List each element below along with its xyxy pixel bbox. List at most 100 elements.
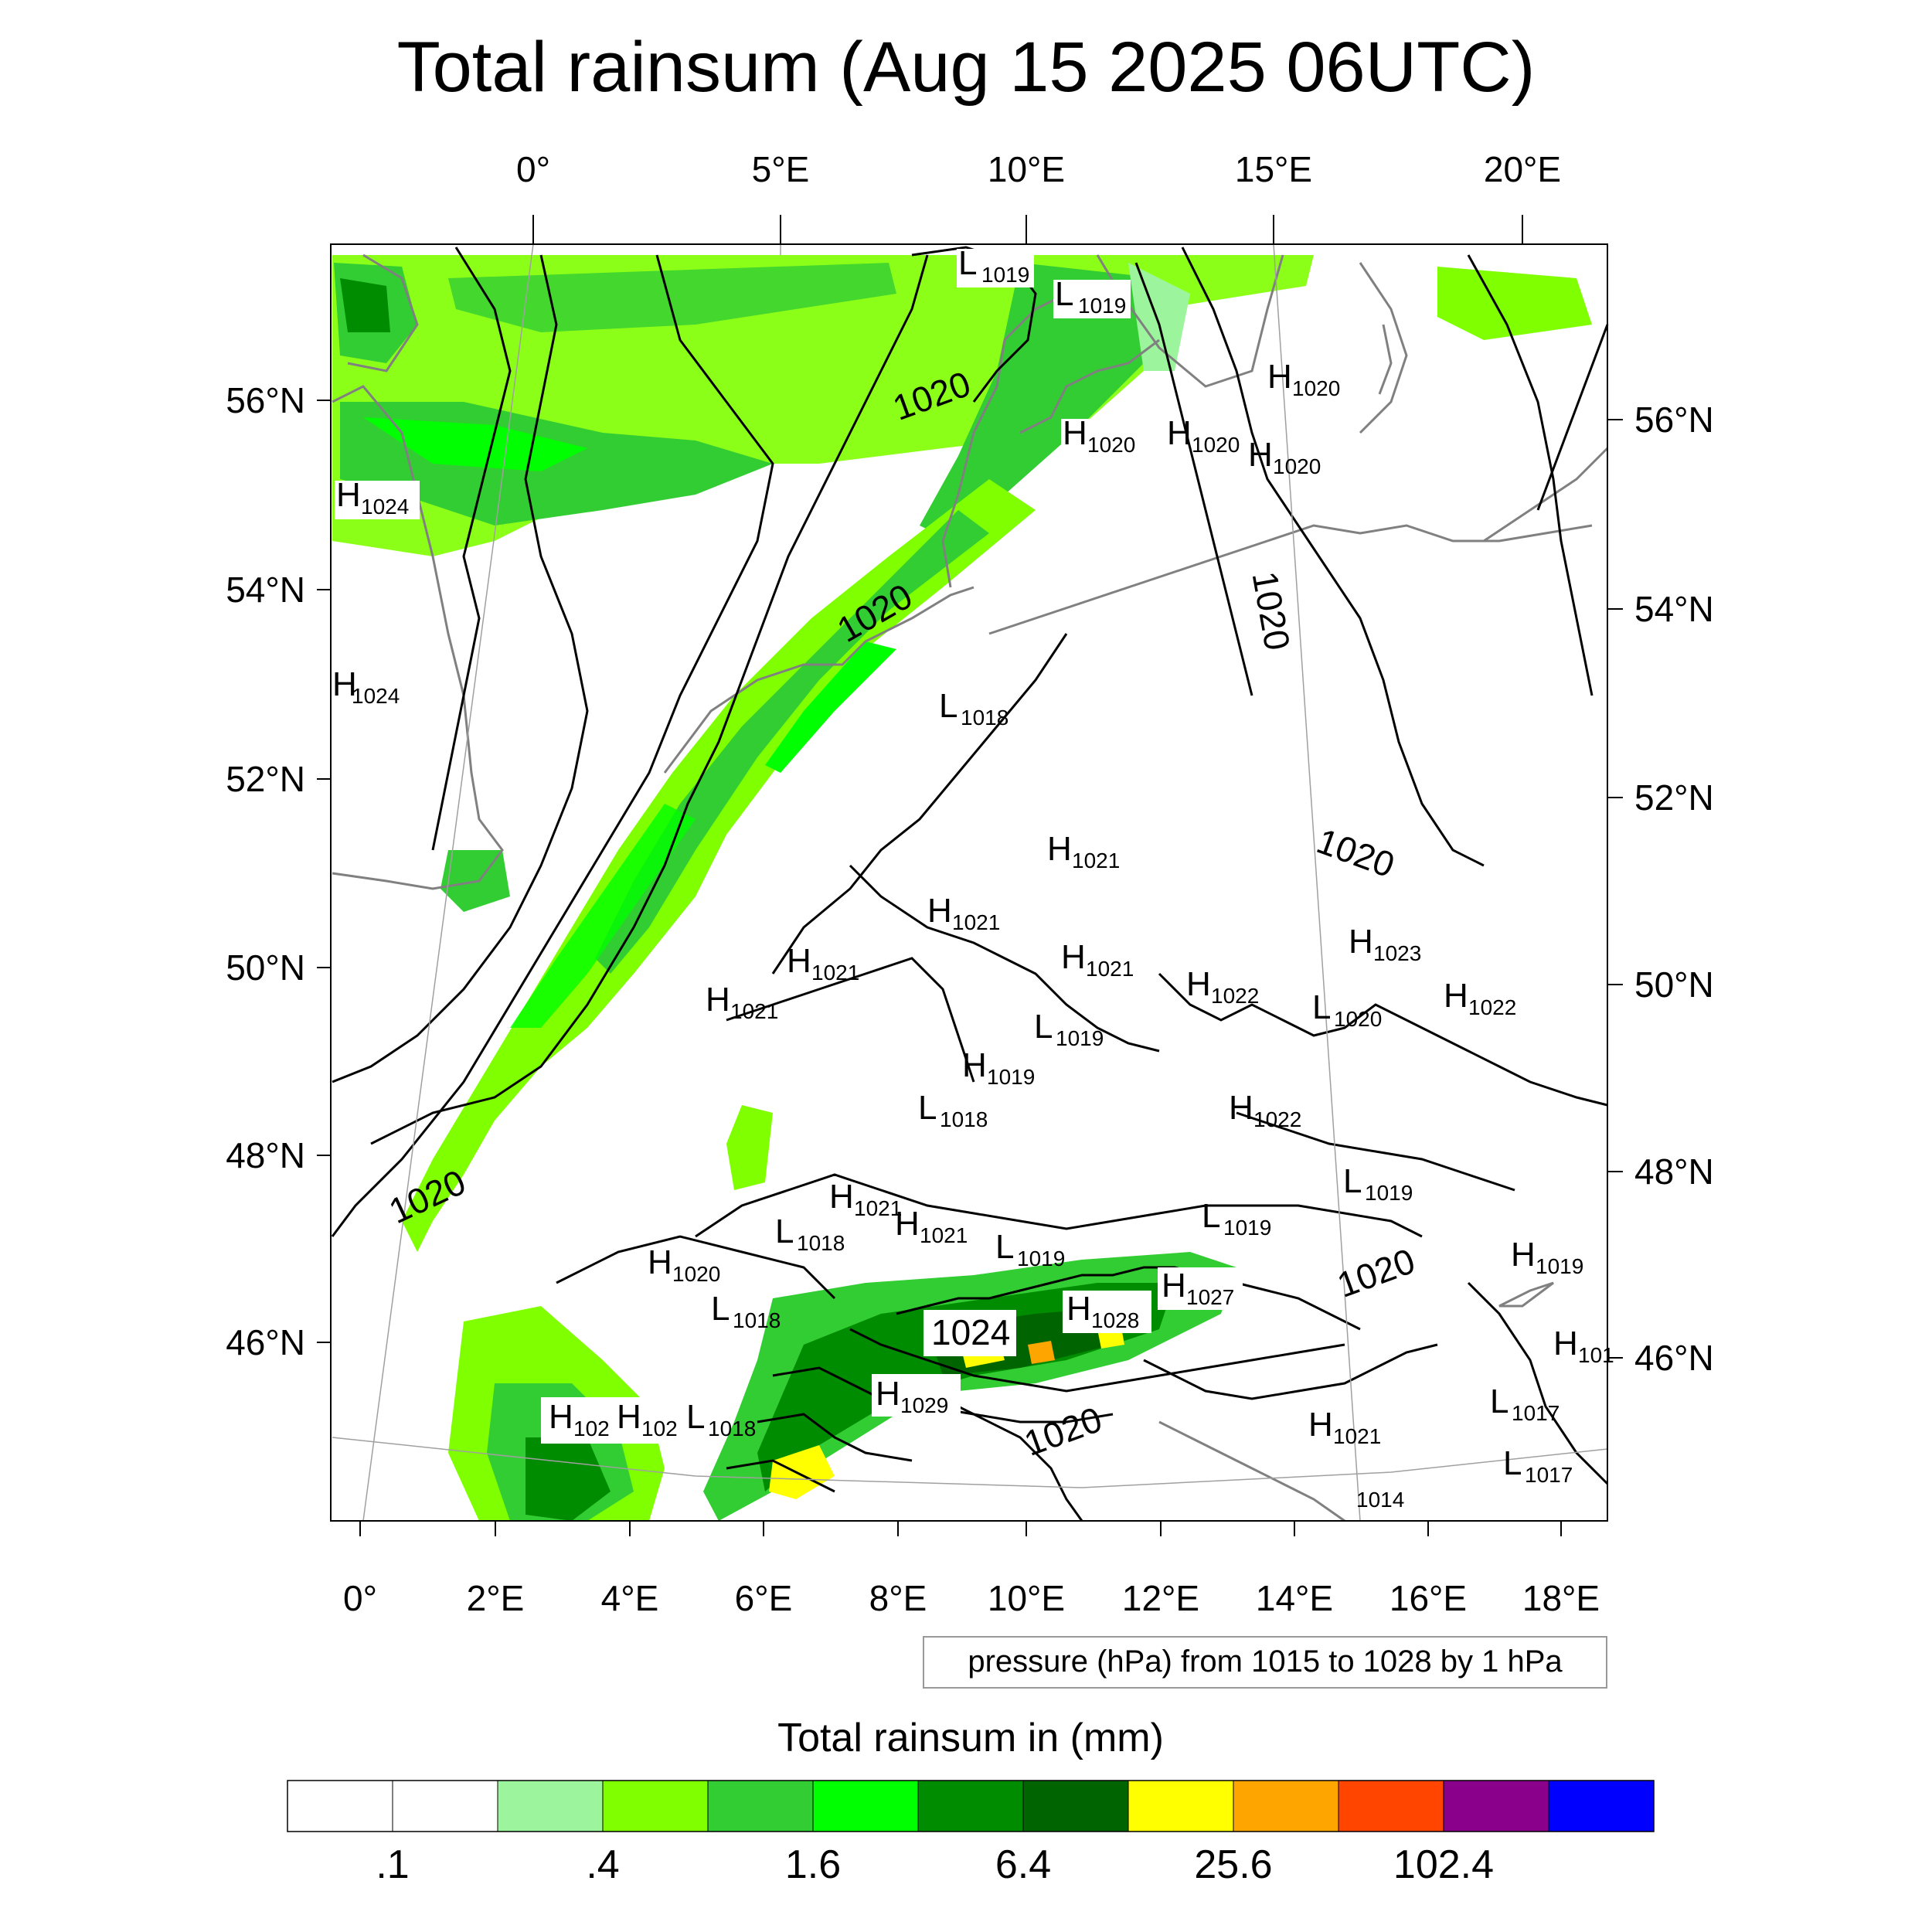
contour-line bbox=[849, 864, 1160, 1053]
pressure-center-letter: H bbox=[1553, 1325, 1578, 1362]
colorbar-box bbox=[392, 1780, 498, 1832]
pressure-center-value: 1019 bbox=[1223, 1216, 1271, 1240]
pressure-center-value: 1019 bbox=[1365, 1181, 1413, 1205]
pressure-center-value: 1019 bbox=[1078, 294, 1126, 318]
pressure-center-value: 1023 bbox=[1373, 941, 1421, 965]
right-lat-label: 52°N bbox=[1634, 777, 1714, 818]
pressure-center-letter: L bbox=[958, 244, 977, 282]
pressure-center-value: 102 bbox=[641, 1417, 678, 1440]
pressure-center-letter: H bbox=[332, 665, 357, 703]
map-frame bbox=[330, 243, 1608, 1522]
pressure-center-letter: H bbox=[1444, 977, 1468, 1015]
pressure-center-value: 1021 bbox=[811, 961, 859, 985]
contour-line bbox=[1143, 1343, 1438, 1400]
colorbar-box bbox=[497, 1780, 604, 1832]
bottom-lon-label: 12°E bbox=[1122, 1578, 1199, 1618]
contour-line bbox=[911, 246, 1037, 403]
pressure-center-value: 1019 bbox=[981, 263, 1029, 287]
pressure-center-value: 1020 bbox=[1292, 376, 1340, 400]
bottom-lon-label: 18°E bbox=[1522, 1578, 1600, 1618]
bottom-lon-label: 14°E bbox=[1256, 1578, 1333, 1618]
rain-cell-nw-core bbox=[340, 278, 390, 332]
pressure-center-value: 1020 bbox=[1273, 454, 1321, 478]
bottom-lon-label: 8°E bbox=[869, 1578, 927, 1618]
bottom-lon-label: 4°E bbox=[601, 1578, 659, 1618]
pressure-center-value: 1022 bbox=[1253, 1107, 1301, 1131]
pressure-center-letter: H bbox=[895, 1205, 920, 1243]
pressure-center-letter: H bbox=[1186, 965, 1211, 1003]
pressure-center-value: 1021 bbox=[730, 999, 778, 1023]
pressure-center-letter: L bbox=[939, 687, 957, 725]
graticule bbox=[332, 243, 1608, 1522]
pressure-center-letter: H bbox=[1229, 1089, 1253, 1127]
pressure-center-letter: L bbox=[1490, 1383, 1509, 1420]
colorbar-label: 6.4 bbox=[995, 1842, 1051, 1887]
rain-band-denmark bbox=[920, 263, 1159, 541]
rain-patch-france bbox=[726, 1105, 773, 1190]
pressure-center-letter: H bbox=[927, 892, 952, 930]
top-longitude-labels: 0° 5°E 10°E 15°E 20°E bbox=[516, 149, 1561, 189]
coastline-jutland-east bbox=[1019, 338, 1160, 434]
bottom-lon-label: 0° bbox=[343, 1578, 377, 1618]
contour-line bbox=[695, 1173, 1423, 1238]
contour-line bbox=[556, 1235, 836, 1300]
contour-line bbox=[370, 254, 929, 1145]
pressure-center-letter: H bbox=[706, 981, 730, 1019]
pressure-center-value: 1029 bbox=[900, 1393, 948, 1417]
pressure-center-value: 1014 bbox=[1356, 1488, 1404, 1512]
top-lon-label: 5°E bbox=[752, 149, 810, 189]
pressure-center-letter: H bbox=[617, 1398, 641, 1436]
pressure-center-letter: L bbox=[1202, 1197, 1220, 1235]
pressure-center-value: 1024 bbox=[361, 495, 409, 519]
colorbar-box bbox=[287, 1780, 393, 1832]
pressure-center-letter: L bbox=[995, 1228, 1014, 1266]
pressure-center-value: 1024 bbox=[352, 684, 400, 708]
contour-line bbox=[1467, 254, 1594, 696]
pressure-center-letter: H bbox=[1248, 436, 1273, 474]
pressure-center-value: 1021 bbox=[1333, 1424, 1381, 1448]
pressure-center-value: 1020 bbox=[1192, 433, 1240, 457]
colorbar-box bbox=[1233, 1780, 1339, 1832]
colorbar-labels: .1 .4 1.6 6.4 25.6 102.4 bbox=[376, 1842, 1494, 1887]
pressure-center-letter: H bbox=[1066, 1290, 1091, 1328]
coastline-adriatic bbox=[1158, 1420, 1345, 1522]
pressure-center-value: 1021 bbox=[1072, 849, 1120, 872]
left-lat-label: 56°N bbox=[226, 380, 305, 420]
pressure-center-letter: H bbox=[962, 1046, 987, 1084]
right-lat-label: 54°N bbox=[1634, 589, 1714, 629]
top-lon-label: 10°E bbox=[988, 149, 1065, 189]
bottom-lon-label: 2°E bbox=[467, 1578, 525, 1618]
bottom-lon-label: 16°E bbox=[1389, 1578, 1467, 1618]
contour-line bbox=[431, 247, 512, 851]
pressure-center-value: 1021 bbox=[1086, 957, 1134, 981]
contour-line bbox=[1536, 324, 1609, 511]
colorbar-box bbox=[602, 1780, 709, 1832]
pressure-note-box bbox=[923, 1636, 1607, 1689]
coastline-lake bbox=[1498, 1281, 1554, 1308]
top-lon-label: 20°E bbox=[1484, 149, 1561, 189]
colorbar-title: Total rainsum in (mm) bbox=[777, 1716, 1164, 1760]
coastline-netherlands bbox=[663, 586, 975, 774]
pressure-center-value: 1020 bbox=[1087, 433, 1135, 457]
pressure-center-letter: L bbox=[1312, 988, 1331, 1026]
top-ticks bbox=[532, 215, 1523, 244]
pressure-center-value: 1018 bbox=[961, 706, 1009, 730]
coastline-baltic-south bbox=[988, 524, 1593, 635]
pressure-center-letter: L bbox=[1055, 275, 1073, 313]
pressure-center-value: 1019 bbox=[1017, 1247, 1065, 1270]
pressure-center-letter: H bbox=[1349, 923, 1373, 961]
top-lon-label: 15°E bbox=[1235, 149, 1312, 189]
pressure-center-letter: H bbox=[1061, 938, 1086, 976]
contour-line bbox=[1158, 972, 1608, 1107]
pressure-center-letter: H bbox=[1511, 1236, 1536, 1274]
colorbar-box bbox=[1128, 1780, 1234, 1832]
pressure-center-value: 1020 bbox=[1334, 1007, 1382, 1031]
colorbar-box bbox=[812, 1780, 919, 1832]
meridian-15e bbox=[1273, 243, 1361, 1522]
pressure-center-letter: H bbox=[876, 1375, 900, 1413]
pressure-center-letter: H bbox=[648, 1243, 672, 1281]
pressure-center-letter: H bbox=[1063, 414, 1087, 452]
contour-line bbox=[726, 957, 975, 1083]
pressure-center-value: 1028 bbox=[1091, 1308, 1139, 1332]
left-lat-label: 50°N bbox=[226, 947, 305, 988]
